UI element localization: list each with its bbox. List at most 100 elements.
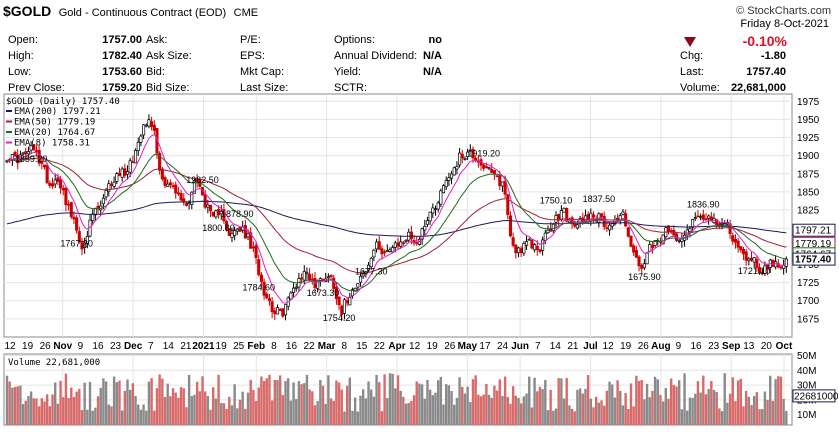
quote-label: Options: [334, 34, 375, 46]
volume-bar [32, 398, 35, 425]
candle-body [522, 242, 526, 254]
volume-bar [286, 378, 290, 425]
candle-body [731, 235, 735, 242]
volume-bar [228, 396, 231, 425]
volume-bar [477, 394, 480, 425]
volume-bar [107, 404, 110, 425]
volume-bar [155, 388, 159, 425]
volume-bar [11, 387, 14, 425]
volume-bar [8, 381, 11, 425]
candle-body [508, 215, 513, 237]
volume-bar [337, 382, 341, 425]
candle-body [551, 223, 555, 232]
volume-bar [557, 378, 560, 425]
candle-body [326, 276, 330, 279]
x-tick-label: 22 [374, 341, 386, 352]
candle-body [423, 225, 427, 231]
candle-body [238, 227, 242, 232]
candle-body [289, 292, 293, 300]
volume-bar [627, 409, 630, 425]
candle-body [747, 258, 751, 262]
volume-last-label: 22681000 [794, 391, 839, 402]
candle-body [779, 266, 783, 269]
candle-body [463, 158, 467, 160]
volume-bar [785, 410, 788, 425]
volume-bar [763, 391, 767, 425]
volume-bar [541, 389, 544, 425]
candle-body [109, 183, 113, 186]
x-tick-label: 8 [271, 341, 277, 352]
y-tick-label: 1975 [797, 97, 820, 108]
x-tick-label: 21 [180, 341, 192, 352]
candle-body [490, 169, 494, 173]
x-tick-label: 26 [40, 341, 52, 352]
candle-body [115, 173, 119, 182]
candle-body [206, 204, 210, 208]
volume-bar [415, 381, 418, 425]
x-tick-label: Dec [124, 341, 143, 352]
volume-bar [653, 376, 657, 425]
volume-bar [447, 385, 451, 425]
candle-body [308, 273, 312, 281]
candle-body [147, 119, 151, 127]
volume-bar [645, 383, 649, 425]
candle-body [275, 307, 280, 315]
volume-tick-label: 30M [797, 381, 816, 392]
volume-bar [525, 393, 528, 425]
stockcharts-logo[interactable]: © StockCharts.com [736, 5, 831, 17]
candle-body [235, 228, 239, 232]
volume-bar [40, 398, 44, 425]
candle-body [254, 245, 258, 258]
volume-bar [35, 398, 38, 425]
candle-body [40, 160, 44, 164]
volume-bar [637, 381, 641, 425]
candle-body [776, 263, 780, 268]
volume-bar [99, 387, 102, 425]
volume-bar [131, 383, 135, 425]
volume-bar [578, 388, 582, 425]
x-tick-label: 23 [110, 341, 122, 352]
volume-bar [608, 381, 611, 425]
candle-body [543, 232, 547, 241]
volume-bar [110, 406, 113, 425]
x-tick-label: Nov [53, 341, 72, 352]
volume-bar [198, 391, 202, 425]
candle-body [439, 190, 443, 205]
volume-bar [404, 403, 408, 425]
volume-bar [5, 375, 9, 425]
volume-bar [664, 387, 668, 425]
candle-body [125, 171, 130, 175]
quote-label: SCTR: [334, 82, 367, 94]
volume-bar [734, 401, 737, 425]
candle-body [527, 238, 531, 241]
volume-bar [284, 380, 287, 425]
candle-body [784, 258, 788, 267]
quote-value: 1757.40 [746, 66, 786, 78]
quote-label: Low: [8, 66, 32, 78]
volume-bar [445, 384, 448, 425]
candle-body [621, 211, 625, 215]
price-annotation: 1837.50 [583, 194, 616, 204]
volume-bar [86, 409, 89, 425]
candle-body [329, 274, 333, 278]
volume-bar [24, 400, 27, 425]
candle-body [741, 248, 746, 255]
candle-body [458, 152, 462, 166]
volume-bar [324, 403, 327, 425]
candle-body [447, 177, 451, 181]
ema-line [7, 157, 787, 274]
volume-bar [495, 390, 499, 425]
candle-body [586, 214, 590, 221]
volume-bar [359, 395, 362, 425]
volume-bar [570, 408, 574, 425]
y-tick-label: 1850 [797, 187, 820, 198]
volume-bar [605, 390, 609, 425]
price-annotation: 1962.50 [186, 175, 219, 185]
candle-body [752, 257, 756, 263]
volume-bar [329, 398, 333, 425]
candle-body [428, 211, 432, 222]
candle-body [433, 208, 438, 210]
volume-bar [744, 390, 748, 425]
volume-bar [311, 391, 314, 425]
volume-bar [104, 381, 108, 425]
